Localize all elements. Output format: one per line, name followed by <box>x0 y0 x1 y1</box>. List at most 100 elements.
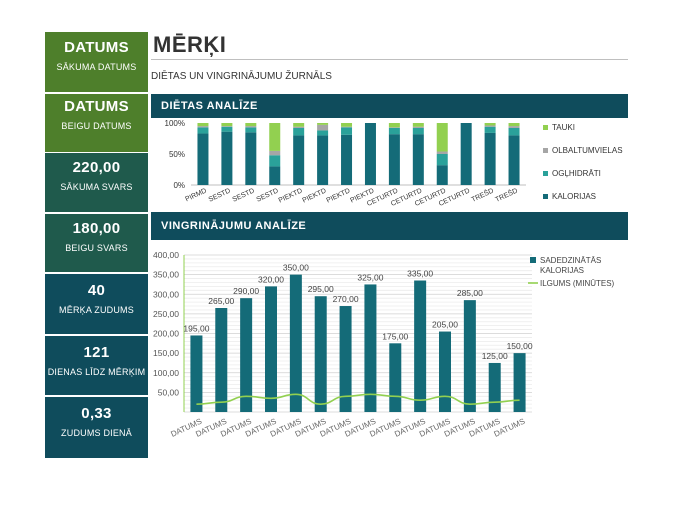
legend-swatch <box>543 194 548 199</box>
legend-label: TAUKI <box>552 123 575 132</box>
diet-bar-segment <box>221 123 233 127</box>
legend-label: SADEDZINĀTĀS <box>540 256 601 265</box>
stat-value: 40 <box>87 282 106 299</box>
y-tick-label: 150,00 <box>153 348 179 358</box>
stat-end-date: DATUMS BEIGU DATUMS <box>45 94 148 152</box>
diet-bar-segment <box>317 124 329 131</box>
y-tick-label: 100,00 <box>153 368 179 378</box>
diet-bar-segment <box>245 132 257 185</box>
diet-bar-segment <box>269 150 281 156</box>
diet-bar-segment <box>293 123 305 127</box>
x-tick-label: PIEKTD <box>325 187 351 204</box>
calories-bar <box>488 362 501 412</box>
diet-bar-segment <box>197 133 209 185</box>
diet-bar-segment <box>364 123 376 185</box>
diet-bar-segment <box>436 154 448 166</box>
data-label: 335,00 <box>407 269 433 279</box>
stat-days-to-goal: 121 DIENAS LĪDZ MĒRĶIM <box>45 336 148 395</box>
diet-bar-segment <box>269 123 281 151</box>
data-label: 175,00 <box>382 331 408 341</box>
diet-bar-segment <box>269 155 281 167</box>
calories-bar <box>240 298 253 412</box>
stat-value: 220,00 <box>72 159 121 176</box>
legend-label: KALORIJAS <box>540 266 584 275</box>
diet-bar-segment <box>388 123 400 128</box>
stat-value: 121 <box>83 344 110 361</box>
calories-bar <box>439 331 451 412</box>
stat-label: ZUDUMS DIENĀ <box>61 428 132 438</box>
diet-bar-segment <box>508 127 520 136</box>
diet-bar-segment <box>197 123 209 127</box>
diet-bar-segment <box>221 126 233 127</box>
exercise-analysis-header: VINGRINĀJUMU ANALĪZE <box>151 212 628 240</box>
diet-bar-segment <box>317 130 329 136</box>
diet-bar-segment <box>293 135 305 185</box>
data-label: 325,00 <box>357 272 383 282</box>
diet-bar-segment <box>412 127 424 135</box>
data-label: 125,00 <box>482 351 508 361</box>
stat-value: 0,33 <box>81 405 112 422</box>
x-tick-label: SESTD <box>255 187 279 203</box>
stat-start-weight: 220,00 SĀKUMA SVARS <box>45 153 148 212</box>
x-tick-label: PIEKTD <box>278 187 304 204</box>
calories-bar <box>190 335 203 412</box>
y-tick-label: 50% <box>169 150 185 159</box>
diet-bar-segment <box>197 126 209 128</box>
diet-bar-segment <box>341 127 353 135</box>
diet-bar-segment <box>341 134 353 185</box>
diet-bar-segment <box>508 126 520 128</box>
diet-bar-segment <box>508 135 520 185</box>
x-tick-label: PIRMD <box>184 187 207 203</box>
legend-swatch <box>543 148 548 153</box>
page-subtitle: DIĒTAS UN VINGRINĀJUMU ŽURNĀLS <box>151 71 332 82</box>
calories-bar <box>289 274 302 412</box>
diet-bar-segment <box>245 123 257 127</box>
data-label: 320,00 <box>258 274 284 284</box>
data-label: 350,00 <box>283 263 309 273</box>
diet-bar-segment <box>221 126 233 132</box>
y-tick-label: 0% <box>173 181 185 190</box>
stat-label: DIENAS LĪDZ MĒRĶIM <box>47 367 146 377</box>
stat-value: DATUMS <box>64 98 129 115</box>
calories-bar <box>414 280 427 412</box>
diet-bar-segment <box>317 135 329 185</box>
calories-bar <box>265 286 277 412</box>
title-divider <box>151 59 628 60</box>
calories-bar <box>389 343 402 412</box>
legend-label: OGĻHIDRĀTI <box>552 169 601 178</box>
legend-swatch <box>543 125 548 130</box>
calories-bar <box>463 300 476 412</box>
x-tick-label: SESTD <box>208 187 232 203</box>
data-label: 285,00 <box>457 288 483 298</box>
stat-label: SĀKUMA DATUMS <box>56 62 137 72</box>
diet-bar-segment <box>388 127 400 135</box>
calories-bar <box>364 284 377 412</box>
diet-analysis-chart: 100%50%0%PIRMD SESTD SESTD SESTDPIEKTDPIEKT… <box>165 119 623 208</box>
exercise-analysis-chart: 400,00 350,00 300,00 250,00 200,00 150,00 100,… <box>153 250 615 439</box>
diet-bar-segment <box>412 134 424 185</box>
legend-label: ILGUMS (MINŪTES) <box>540 279 615 288</box>
diet-bar-segment <box>484 125 496 127</box>
data-label: 295,00 <box>308 284 334 294</box>
diet-bar-segment <box>436 123 448 152</box>
diet-bar-segment <box>245 127 257 133</box>
duration-line <box>196 393 520 405</box>
diet-bar-segment <box>245 126 257 128</box>
page-title: MĒRĶI <box>153 32 227 57</box>
stat-loss-per-day: 0,33 ZUDUMS DIENĀ <box>45 397 148 458</box>
y-tick-label: 100% <box>165 119 185 128</box>
legend-swatch <box>543 171 548 176</box>
data-label: 150,00 <box>507 341 533 351</box>
stat-label: SĀKUMA SVARS <box>60 182 133 192</box>
diet-bar-segment <box>484 126 496 133</box>
stat-start-date: DATUMS SĀKUMA DATUMS <box>45 32 148 92</box>
x-tick-label: SESTD <box>232 187 256 203</box>
diet-bar-segment <box>341 123 353 127</box>
y-tick-label: 50,00 <box>158 387 180 397</box>
data-label: 290,00 <box>233 286 259 296</box>
stat-value: 180,00 <box>72 220 121 237</box>
legend-label: KALORIJAS <box>552 192 596 201</box>
diet-bar-segment <box>269 166 281 185</box>
x-tick-label: TREŠD <box>494 186 519 204</box>
calories-bar <box>513 353 526 412</box>
